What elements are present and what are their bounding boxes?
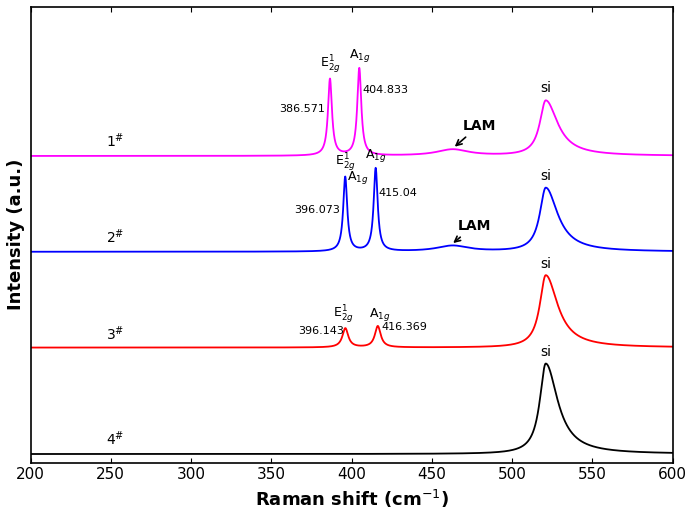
Text: 404.833: 404.833	[362, 85, 409, 95]
Text: si: si	[540, 81, 551, 95]
Text: $2^{\#}$: $2^{\#}$	[106, 228, 124, 247]
Text: A$_{1g}$: A$_{1g}$	[369, 306, 390, 323]
Text: si: si	[540, 169, 551, 183]
Text: LAM: LAM	[456, 118, 496, 145]
Text: si: si	[540, 257, 551, 271]
Text: E$^{1}_{2g}$: E$^{1}_{2g}$	[333, 303, 354, 325]
Text: A$_{1g}$: A$_{1g}$	[347, 169, 369, 186]
Text: 416.369: 416.369	[381, 322, 427, 331]
Text: A$_{1g}$: A$_{1g}$	[365, 147, 387, 164]
Text: $1^{\#}$: $1^{\#}$	[106, 131, 124, 149]
Text: 415.04: 415.04	[379, 188, 418, 198]
Text: $3^{\#}$: $3^{\#}$	[106, 325, 124, 343]
Text: $4^{\#}$: $4^{\#}$	[106, 429, 124, 448]
Text: E$^{1}_{2g}$: E$^{1}_{2g}$	[335, 151, 355, 173]
Text: 386.571: 386.571	[279, 104, 325, 114]
Text: 396.073: 396.073	[294, 205, 341, 215]
Y-axis label: Intensity (a.u.): Intensity (a.u.)	[7, 159, 25, 310]
Text: LAM: LAM	[455, 219, 491, 242]
X-axis label: Raman shift (cm$^{-1}$): Raman shift (cm$^{-1}$)	[255, 488, 448, 510]
Text: 396.143: 396.143	[298, 326, 344, 336]
Text: si: si	[540, 345, 551, 359]
Text: A$_{1g}$: A$_{1g}$	[348, 48, 370, 65]
Text: E$^{1}_{2g}$: E$^{1}_{2g}$	[319, 53, 340, 75]
